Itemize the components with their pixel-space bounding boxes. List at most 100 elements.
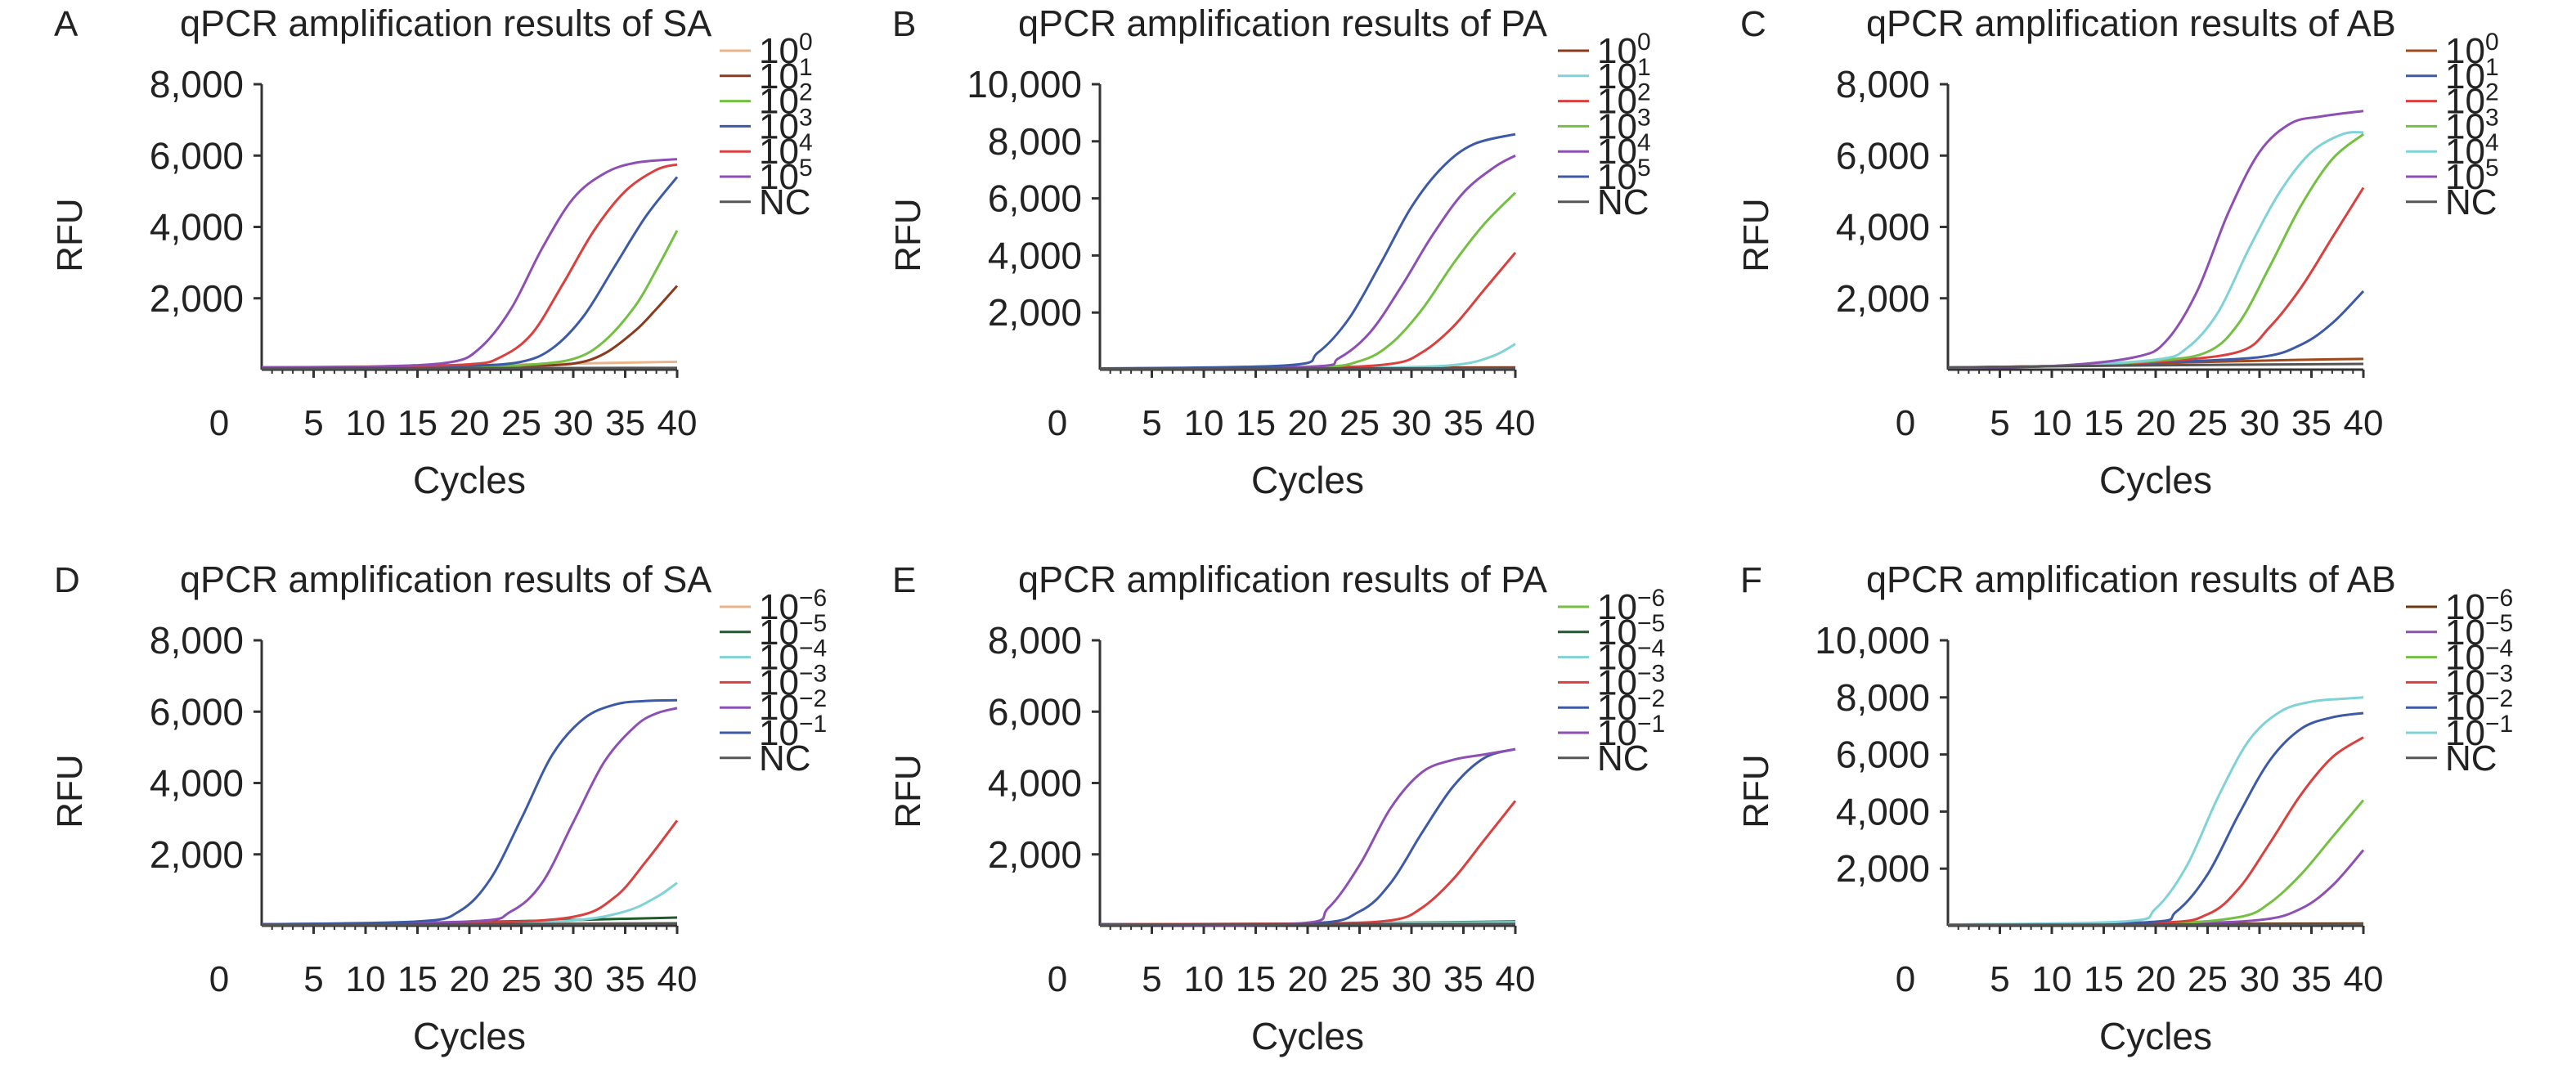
y-tick-label: 4,000 (1836, 206, 1930, 249)
panel-letter: F (1740, 560, 1762, 600)
legend-exponent: 1 (799, 54, 813, 81)
series-line (261, 819, 679, 926)
x-tick-label: 10 (346, 959, 386, 999)
x-tick-label: 25 (1340, 403, 1380, 443)
legend-exponent: −1 (2485, 711, 2513, 738)
y-tick-label: 8,000 (1836, 63, 1930, 105)
panel-letter: E (892, 560, 916, 600)
series-line (261, 698, 678, 926)
y-tick-label: 2,000 (988, 291, 1082, 334)
legend-exponent: −6 (1637, 585, 1665, 612)
x-tick-label: 0 (1896, 403, 1915, 443)
x-tick-label: 15 (2084, 959, 2124, 999)
legend-exponent: 1 (2485, 54, 2499, 81)
series-line (1947, 110, 2364, 369)
legend-exponent: 3 (1637, 104, 1651, 131)
series-line (1099, 922, 1516, 927)
series-line (261, 366, 678, 370)
y-tick-label: 4,000 (1836, 790, 1930, 832)
legend-entry: NC (2445, 182, 2497, 222)
panel-letter: C (1740, 4, 1766, 44)
legend-exponent: 4 (1637, 129, 1651, 156)
series-line (1947, 696, 2364, 927)
y-axis-label: RFU (1736, 754, 1776, 828)
x-tick-label: 10 (2032, 959, 2072, 999)
x-tick-label: 0 (1048, 403, 1067, 443)
panel-letter: B (892, 4, 916, 44)
series-line (1099, 800, 1517, 926)
series-line (1099, 747, 1516, 927)
y-tick-label: 2,000 (150, 833, 244, 876)
x-axis-label: Cycles (2099, 1015, 2212, 1057)
legend-entry: NC (2445, 738, 2497, 779)
x-tick-label: 20 (450, 403, 490, 443)
x-tick-label: 30 (554, 959, 594, 999)
series-line (261, 158, 678, 369)
x-tick-label: 0 (1896, 959, 1915, 999)
x-tick-label: 35 (1443, 959, 1483, 999)
y-tick-label: 2,000 (1836, 847, 1930, 890)
x-tick-label: 40 (1496, 959, 1536, 999)
series-line (1099, 132, 1516, 370)
legend-exponent: 5 (2485, 155, 2499, 182)
legend-exponent: −1 (1637, 711, 1665, 738)
x-tick-label: 15 (397, 959, 438, 999)
legend-exponent: −5 (1637, 610, 1665, 637)
y-tick-label: 6,000 (1836, 134, 1930, 177)
y-tick-label: 8,000 (988, 120, 1082, 163)
legend-exponent: −5 (799, 610, 827, 637)
legend-exponent: −2 (2485, 685, 2513, 712)
x-tick-label: 40 (657, 959, 698, 999)
y-tick-label: 2,000 (1836, 277, 1930, 320)
legend-exponent: 3 (2485, 104, 2499, 131)
series-line (1947, 849, 2365, 927)
x-tick-label: 15 (2084, 403, 2124, 443)
x-tick-label: 35 (605, 959, 645, 999)
chart-title: qPCR amplification results of PA (1018, 559, 1547, 600)
y-tick-label: 4,000 (150, 762, 244, 805)
legend-exponent: −2 (799, 685, 827, 712)
y-axis-label: RFU (888, 754, 928, 828)
legend-entry: NC (1597, 182, 1649, 222)
x-tick-label: 30 (2240, 959, 2280, 999)
y-tick-label: 6,000 (150, 134, 244, 177)
x-tick-label: 20 (1288, 959, 1328, 999)
legend-entry: 103 (1597, 104, 1651, 146)
y-axis-label: RFU (888, 198, 928, 272)
x-tick-label: 15 (1236, 959, 1276, 999)
y-axis-label: RFU (1736, 198, 1776, 272)
chart-title: qPCR amplification results of AB (1866, 559, 2396, 600)
x-tick-label: 35 (2291, 959, 2331, 999)
legend-entry: 105 (2445, 155, 2499, 197)
x-tick-label: 25 (501, 959, 541, 999)
legend-exponent: −4 (799, 635, 827, 662)
series-line (1947, 736, 2364, 927)
x-tick-label: 5 (1142, 959, 1161, 999)
legend-entry: 104 (2445, 129, 2499, 172)
legend-exponent: 5 (1637, 155, 1651, 182)
x-axis-label: Cycles (1251, 1015, 1364, 1057)
series-line (1099, 251, 1517, 370)
x-tick-label: 40 (2344, 403, 2384, 443)
y-tick-label: 8,000 (988, 619, 1082, 662)
legend-entry: 105 (1597, 155, 1651, 197)
x-axis-label: Cycles (413, 1015, 526, 1057)
legend-exponent: 1 (1637, 54, 1651, 81)
legend-entry: 101 (2445, 54, 2499, 96)
series-line (261, 707, 678, 926)
legend-exponent: −6 (799, 585, 827, 612)
series-line (1947, 362, 2364, 369)
chart-title: qPCR amplification results of SA (180, 2, 711, 44)
x-tick-label: 5 (303, 403, 323, 443)
legend-entry: 10−6 (1597, 585, 1665, 627)
legend-exponent: 3 (799, 104, 813, 131)
